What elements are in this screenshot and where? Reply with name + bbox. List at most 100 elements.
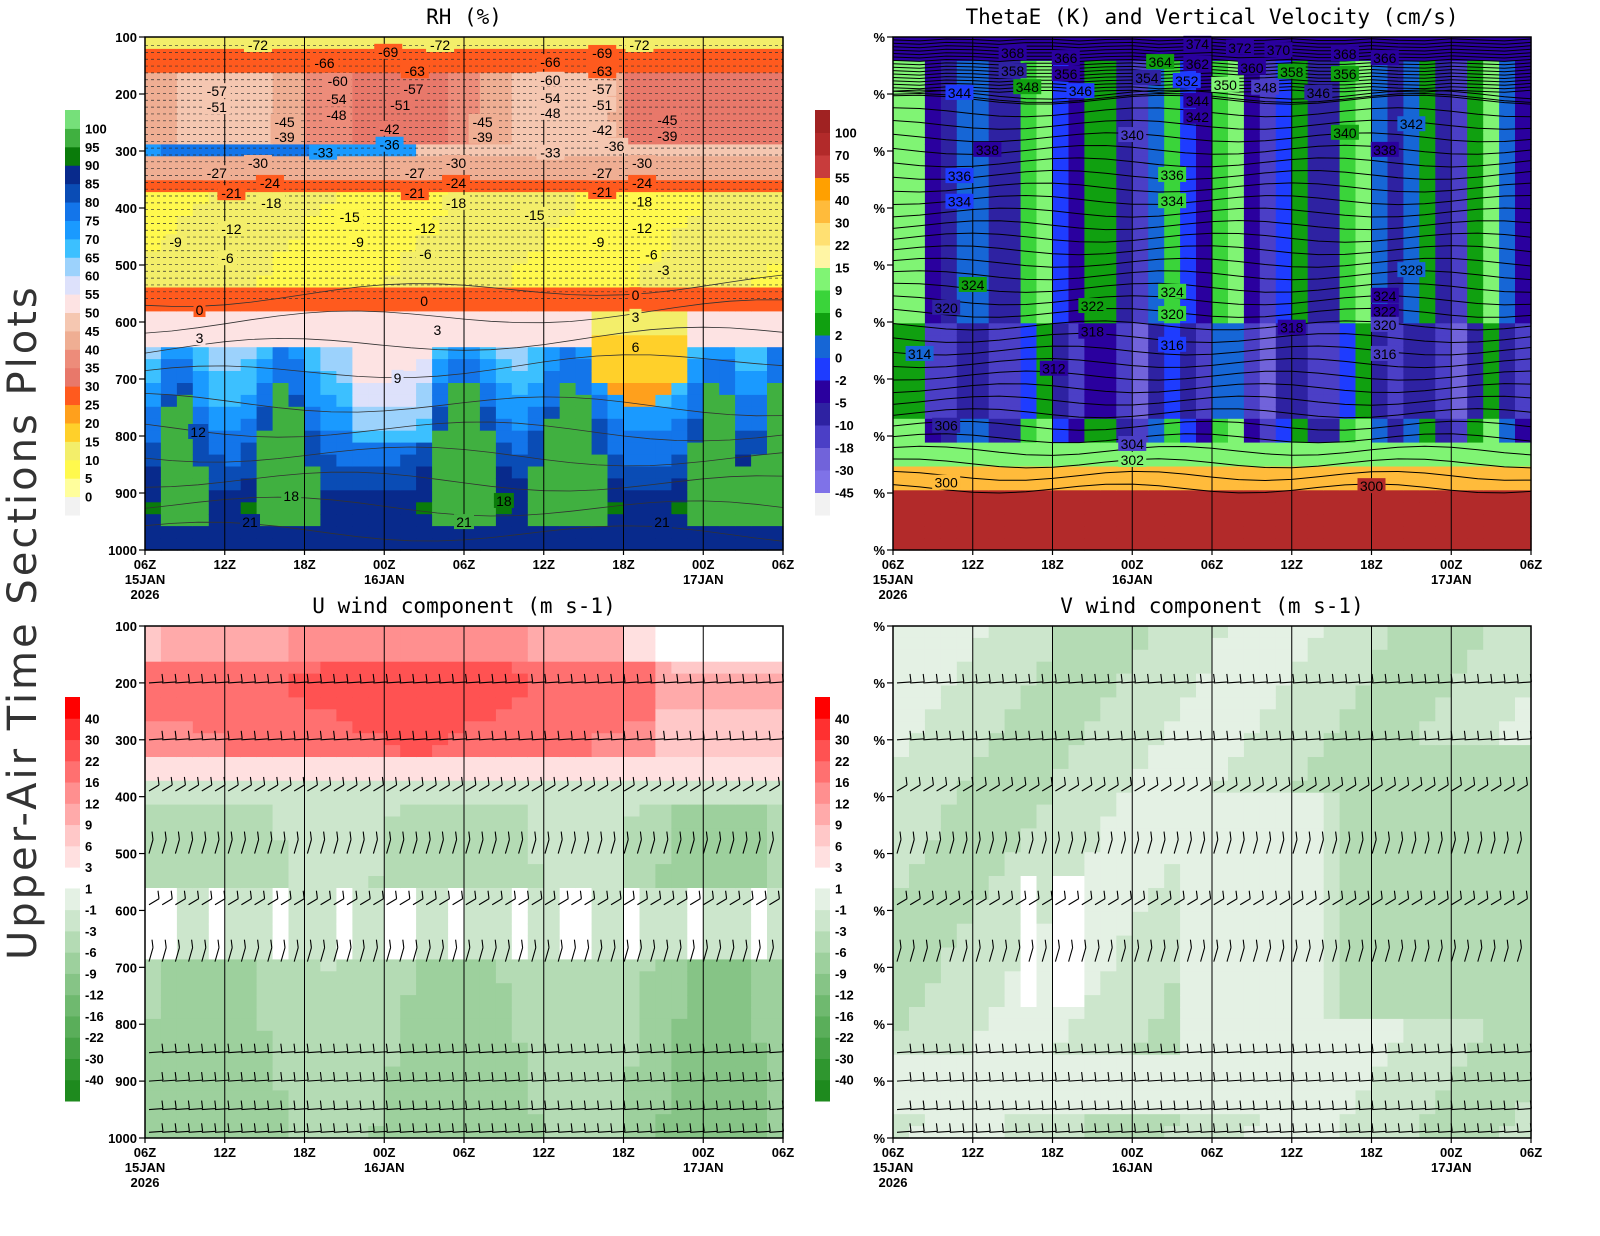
field-cell [1515, 168, 1532, 181]
field-cell [432, 371, 449, 384]
field-cell [448, 144, 465, 157]
field-cell [1387, 514, 1405, 527]
x-tick-label: 18Z [1041, 557, 1063, 572]
field-cell [384, 359, 401, 372]
field-cell [448, 287, 465, 300]
field-cell [940, 394, 958, 408]
field-cell [368, 626, 385, 639]
field-cell [956, 227, 974, 241]
field-cell [559, 311, 577, 324]
field-cell [240, 120, 258, 133]
field-cell [432, 792, 449, 806]
field-cell [1515, 371, 1532, 384]
field-cell [703, 227, 720, 241]
field-cell [1403, 526, 1420, 539]
field-cell [1419, 430, 1436, 444]
field-cell [304, 430, 322, 444]
field-cell [1291, 168, 1309, 181]
field-cell [176, 156, 194, 169]
field-cell [1371, 275, 1389, 289]
field-cell [272, 661, 290, 675]
field-cell [432, 983, 449, 996]
field-cell [464, 721, 481, 734]
field-cell [1451, 430, 1468, 444]
field-cell [464, 430, 481, 444]
field-cell [639, 311, 657, 324]
field-cell [1435, 120, 1452, 133]
field-cell [559, 335, 577, 348]
field-cell [1259, 406, 1277, 420]
x-tick-label: 12Z [1281, 557, 1303, 572]
field-cell [160, 888, 178, 901]
field-cell [288, 804, 306, 818]
field-cell [1435, 204, 1452, 217]
field-cell [272, 745, 290, 758]
colorbar-label: 70 [85, 232, 99, 247]
field-cell [623, 454, 641, 468]
field-cell [495, 804, 513, 818]
field-cell [272, 995, 290, 1008]
field-cell [416, 108, 433, 122]
field-cell [160, 263, 178, 277]
field-cell [1212, 311, 1229, 324]
field-cell [543, 514, 561, 527]
field-cell [176, 804, 194, 818]
field-cell [145, 204, 162, 217]
field-cell [400, 144, 417, 157]
field-cell [479, 478, 497, 491]
field-cell [432, 335, 449, 348]
field-cell [192, 1018, 210, 1032]
field-cell [893, 275, 910, 289]
field-cell [464, 983, 481, 996]
field-cell [751, 311, 768, 324]
field-cell [336, 538, 353, 551]
field-cell [288, 899, 306, 913]
field-cell [464, 685, 481, 698]
field-cell [416, 673, 433, 687]
field-cell [559, 347, 577, 360]
field-cell [1355, 323, 1373, 336]
contour-label-bg [323, 72, 352, 88]
field-cell [639, 72, 657, 86]
field-cell [1180, 442, 1197, 456]
field-cell [368, 108, 385, 122]
field-cell [1483, 192, 1500, 205]
field-cell [1499, 430, 1516, 444]
field-cell [1307, 263, 1325, 277]
field-cell [495, 888, 513, 901]
field-cell [336, 180, 353, 193]
contour-label-bg [375, 136, 404, 152]
field-cell [1052, 442, 1070, 456]
field-cell [224, 828, 242, 841]
contour-label: 348 [1016, 79, 1040, 95]
field-cell [591, 299, 609, 312]
field-cell [1068, 168, 1086, 181]
field-cell [511, 227, 529, 241]
field-cell [591, 514, 609, 527]
field-cell [145, 757, 162, 770]
field-cell [479, 37, 497, 50]
field-cell [208, 828, 226, 841]
field-cell [432, 888, 449, 901]
field-cell [208, 757, 226, 770]
field-cell [687, 490, 704, 503]
field-cell [719, 538, 736, 551]
field-cell [1020, 239, 1038, 253]
field-cell [1100, 526, 1117, 539]
field-cell [559, 168, 577, 181]
contour-label: 300 [934, 475, 958, 491]
field-cell [575, 299, 593, 312]
field-cell [703, 323, 720, 336]
field-cell [719, 180, 736, 193]
field-cell [893, 239, 910, 253]
field-cell [145, 275, 162, 289]
field-cell [495, 923, 513, 937]
field-cell [272, 156, 290, 169]
field-cell [671, 394, 688, 408]
field-cell [304, 971, 322, 984]
field-cell [336, 156, 353, 169]
field-cell [1196, 538, 1213, 551]
field-cell [1291, 442, 1309, 456]
field-cell [1371, 96, 1389, 110]
field-cell [767, 406, 784, 420]
